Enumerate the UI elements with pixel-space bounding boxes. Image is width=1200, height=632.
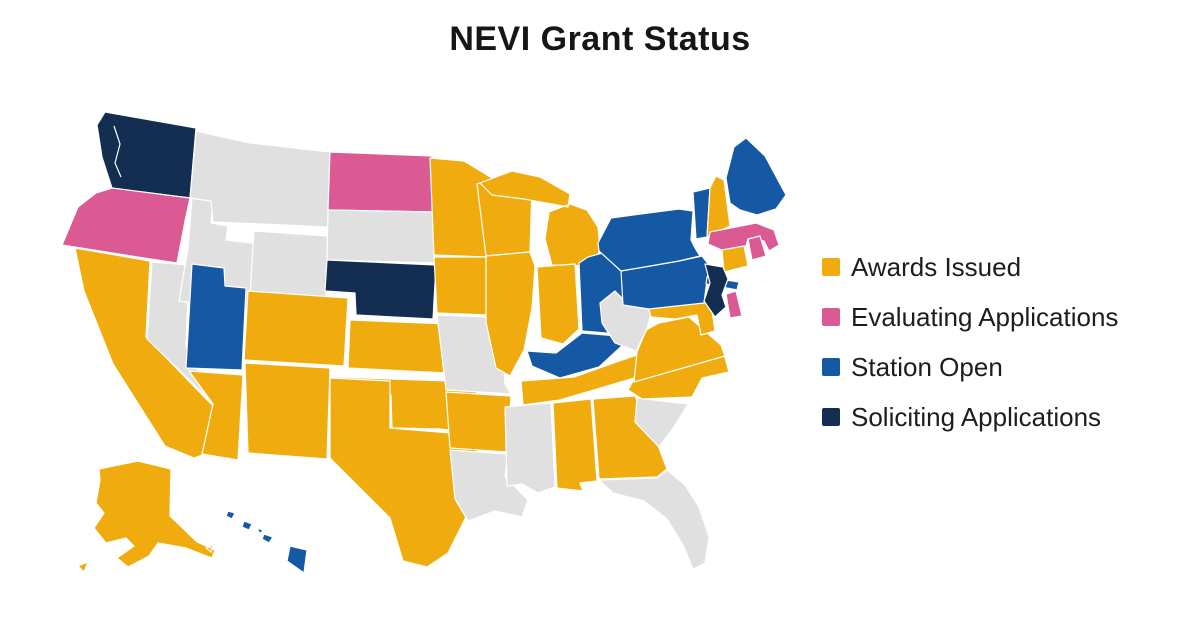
legend-label-awards: Awards Issued <box>851 251 1022 282</box>
state-MT[interactable] <box>189 130 331 228</box>
state-SD[interactable] <box>326 209 437 264</box>
legend-swatch-awards <box>822 258 840 276</box>
state-IL[interactable] <box>485 251 536 377</box>
state-NH[interactable] <box>706 175 731 238</box>
legend-swatch-station <box>822 358 840 376</box>
state-DE[interactable] <box>725 290 743 319</box>
state-CA[interactable] <box>74 247 215 459</box>
legend-item-evaluating[interactable]: Evaluating Applications <box>822 302 1118 332</box>
state-CO[interactable] <box>243 290 349 367</box>
state-RI[interactable] <box>747 235 767 261</box>
state-WA[interactable] <box>96 111 197 199</box>
legend-swatch-evaluating <box>822 308 840 326</box>
state-KS[interactable] <box>347 319 450 374</box>
state-AR[interactable] <box>445 391 512 453</box>
legend-item-soliciting[interactable]: Soliciting Applications <box>822 402 1118 432</box>
state-UT[interactable] <box>185 263 247 371</box>
state-FL[interactable] <box>598 469 710 570</box>
state-NJ[interactable] <box>703 263 729 318</box>
state-NY[interactable] <box>597 208 740 291</box>
state-WY[interactable] <box>249 230 329 303</box>
state-HI[interactable] <box>225 510 308 574</box>
legend-label-soliciting: Soliciting Applications <box>851 401 1102 432</box>
state-SC[interactable] <box>634 397 689 448</box>
legend-item-awards[interactable]: Awards Issued <box>822 252 1118 282</box>
state-NC[interactable] <box>627 353 730 400</box>
state-AZ[interactable] <box>188 370 244 461</box>
chart-title: NEVI Grant Status <box>449 20 751 58</box>
state-AL[interactable] <box>552 398 598 492</box>
state-NM[interactable] <box>244 362 331 460</box>
legend-item-station[interactable]: Station Open <box>822 352 1118 382</box>
legend-label-station: Station Open <box>851 351 1003 382</box>
legend-label-evaluating: Evaluating Applications <box>851 301 1119 332</box>
state-MA[interactable] <box>707 222 780 252</box>
state-IN[interactable] <box>536 263 580 345</box>
state-CT[interactable] <box>721 245 749 273</box>
state-AK[interactable] <box>77 460 216 573</box>
legend: Awards Issued Evaluating Applications Stat… <box>822 252 1118 452</box>
puget-sound-inlet <box>113 125 122 178</box>
state-ME[interactable] <box>725 137 787 216</box>
state-ND[interactable] <box>327 151 435 213</box>
legend-swatch-soliciting <box>822 408 840 426</box>
state-GA[interactable] <box>592 395 668 480</box>
state-MS[interactable] <box>504 402 556 494</box>
state-OR[interactable] <box>61 187 191 264</box>
